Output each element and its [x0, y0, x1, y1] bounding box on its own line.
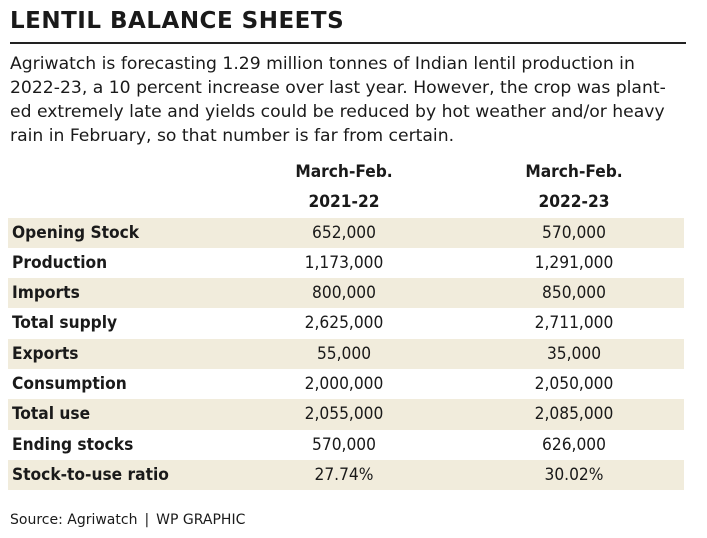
- table-row: Ending stocks 570,000 626,000: [8, 430, 684, 460]
- source-credit: Source: Agriwatch | WP GRAPHIC: [10, 510, 245, 530]
- value-2021-22: 1,173,000: [304, 252, 384, 273]
- row-label: Ending stocks: [12, 434, 134, 455]
- column-header-2021-22-year: 2021-22: [308, 192, 380, 213]
- column-header-2021-22-period: March-Feb.: [295, 162, 393, 182]
- row-label: Total supply: [12, 313, 118, 334]
- value-2021-22: 570,000: [312, 434, 376, 455]
- value-2021-22: 652,000: [312, 222, 376, 243]
- table-row: Imports 800,000 850,000: [8, 278, 684, 309]
- credit-separator: |: [144, 512, 150, 528]
- value-2021-22: 2,055,000: [304, 404, 384, 425]
- column-header-2022-23-year: 2022-23: [538, 192, 610, 213]
- page-title: LENTIL BALANCE SHEETS: [10, 8, 345, 34]
- row-label: Total use: [12, 404, 91, 425]
- source-text: Source: Agriwatch: [10, 512, 138, 528]
- table-row: Consumption 2,000,000 2,050,000: [8, 369, 684, 399]
- value-2021-22: 2,000,000: [304, 374, 384, 395]
- value-2022-23: 2,085,000: [534, 404, 614, 425]
- intro-paragraph: Agriwatch is forecasting 1.29 million to…: [10, 52, 694, 148]
- intro-line: rain in February, so that number is far …: [10, 126, 455, 146]
- table-row: Opening Stock 652,000 570,000: [8, 217, 684, 248]
- row-label: Production: [12, 252, 108, 273]
- table-row: Exports 55,000 35,000: [8, 338, 684, 370]
- value-2022-23: 2,050,000: [534, 374, 614, 395]
- intro-line: Agriwatch is forecasting 1.29 million to…: [10, 54, 635, 74]
- graphic-credit: WP GRAPHIC: [156, 512, 246, 528]
- row-label: Imports: [12, 283, 80, 304]
- value-2021-22: 55,000: [316, 343, 372, 364]
- value-2021-22: 800,000: [312, 283, 376, 304]
- row-label: Opening Stock: [12, 222, 140, 243]
- value-2022-23: 626,000: [542, 434, 606, 455]
- row-label: Consumption: [12, 374, 127, 395]
- balance-table: March-Feb. March-Feb. 2021-22 2022-23 Op…: [8, 157, 684, 491]
- column-header-2022-23-period: March-Feb.: [525, 162, 623, 182]
- value-2022-23: 850,000: [542, 283, 606, 304]
- row-label: Stock-to-use ratio: [12, 464, 169, 485]
- value-2022-23: 2,711,000: [534, 313, 614, 334]
- value-2021-22: 2,625,000: [304, 313, 384, 334]
- table-row: Stock-to-use ratio 27.74% 30.02%: [8, 459, 684, 491]
- title-rule: [10, 42, 686, 44]
- table-row: Total supply 2,625,000 2,711,000: [8, 308, 684, 338]
- row-label: Exports: [12, 343, 79, 364]
- intro-line: ed extremely late and yields could be re…: [10, 102, 665, 122]
- intro-line: 2022-23, a 10 percent increase over last…: [10, 78, 666, 98]
- value-2022-23: 570,000: [542, 222, 606, 243]
- column-header-line-1: March-Feb. March-Feb.: [8, 157, 684, 187]
- value-2022-23: 1,291,000: [534, 252, 614, 273]
- value-2022-23: 35,000: [546, 343, 602, 364]
- table-row: Production 1,173,000 1,291,000: [8, 248, 684, 278]
- column-header-line-2: 2021-22 2022-23: [8, 187, 684, 217]
- value-2022-23: 30.02%: [544, 464, 604, 485]
- table-row: Total use 2,055,000 2,085,000: [8, 399, 684, 430]
- value-2021-22: 27.74%: [314, 464, 374, 485]
